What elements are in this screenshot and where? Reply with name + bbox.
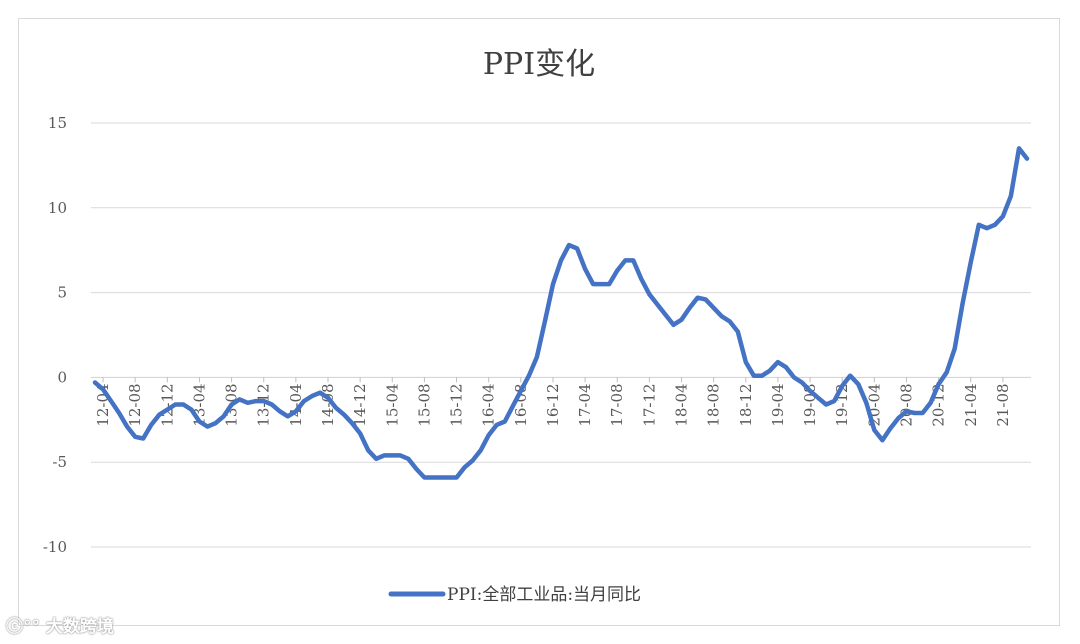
watermark-text: 大数跨境	[45, 617, 114, 637]
x-tick-label: 19-04	[769, 383, 787, 426]
watermark-icon: ⓒ°°	[6, 617, 40, 637]
watermark-logo: ⓒ°° 大数跨境	[6, 612, 114, 637]
grid-layer	[91, 122, 1031, 548]
x-tick-label: 17-12	[640, 383, 658, 426]
y-tick-label: 10	[48, 199, 67, 217]
x-tick-label: 18-08	[705, 383, 723, 426]
x-tick-label: 16-12	[544, 383, 562, 426]
series-line-ppi	[92, 146, 1030, 480]
legend-label: PPI:全部工业品:当月同比	[447, 585, 641, 605]
x-tick-label: 16-08	[512, 383, 530, 426]
chart-frame: PPI变化 -10 -5 0 5 10 15 12-04 12-08 12-12 13-04 13…	[18, 18, 1060, 626]
x-tick-label: 17-08	[608, 383, 626, 426]
y-tick-label: 0	[57, 368, 67, 386]
x-axis-ticks: 12-04 12-08 12-12 13-04 13-08 13-12 14-04 14-08…	[94, 377, 1012, 427]
y-tick-label: 5	[57, 284, 67, 302]
x-tick-label: 18-12	[737, 383, 755, 426]
x-tick-label: 15-08	[415, 383, 433, 426]
x-tick-label: 20-12	[930, 383, 948, 426]
x-tick-label: 18-04	[673, 383, 691, 426]
x-tick-label: 20-08	[897, 383, 915, 426]
x-tick-label: 15-04	[383, 383, 401, 426]
x-tick-label: 15-12	[448, 383, 466, 426]
x-tick-label: 17-04	[576, 383, 594, 426]
series-layer	[92, 146, 1030, 480]
x-tick-label: 12-08	[126, 383, 144, 426]
x-tick-label: 13-12	[255, 383, 273, 426]
y-tick-label: -10	[43, 538, 67, 556]
chart-title: PPI变化	[483, 47, 595, 82]
x-tick-label: 16-04	[480, 383, 498, 426]
x-tick-label: 21-04	[962, 383, 980, 426]
legend: PPI:全部工业品:当月同比	[388, 585, 641, 605]
y-tick-label: 15	[48, 114, 67, 132]
y-tick-label: -5	[52, 453, 67, 471]
x-tick-label: 14-12	[351, 383, 369, 426]
x-tick-label: 21-08	[994, 383, 1012, 426]
x-tick-label: 12-12	[158, 383, 176, 426]
y-axis-ticks: -10 -5 0 5 10 15	[43, 114, 67, 556]
